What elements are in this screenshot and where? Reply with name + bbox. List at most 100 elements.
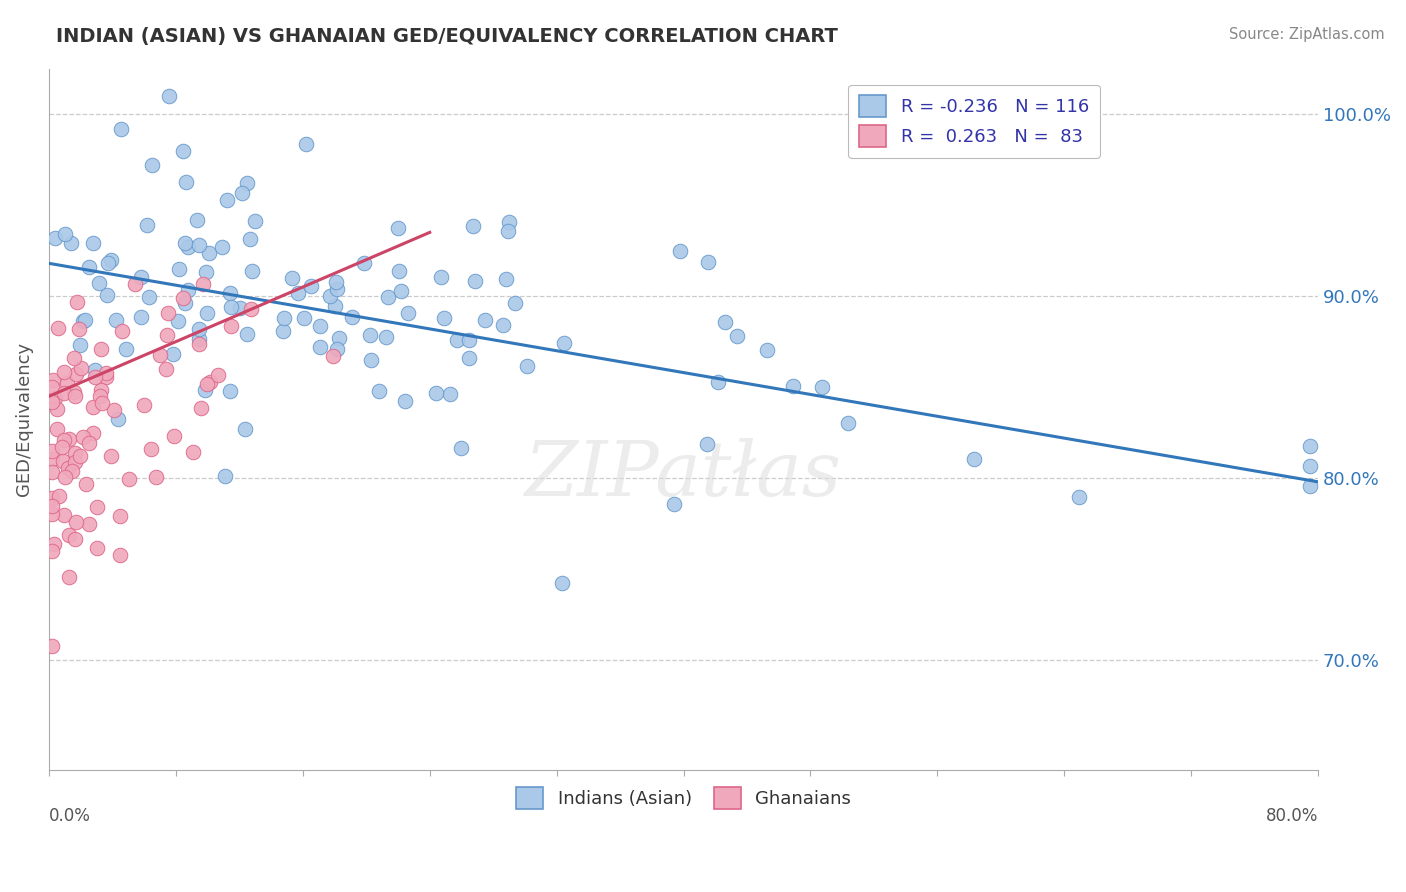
Point (553, 335, 575, 350)
Point (58, 570, 80, 584)
Point (115, 343, 138, 357)
Point (52, 453, 75, 467)
Point (45, 402, 67, 417)
Point (309, 340, 332, 354)
Point (963, 452, 986, 467)
Point (188, 322, 211, 336)
Point (328, 331, 350, 345)
Point (48, 489, 70, 503)
Point (359, 327, 381, 342)
Point (516, 359, 538, 374)
Point (66, 295, 89, 310)
Point (41, 452, 63, 467)
Point (187, 238, 209, 252)
Point (186, 212, 208, 227)
Point (82, 426, 104, 441)
Point (387, 220, 409, 235)
Point (41, 380, 63, 394)
Point (41, 443, 63, 458)
Point (104, 313, 127, 327)
Point (82, 400, 104, 414)
Point (46, 321, 69, 335)
Point (319, 289, 342, 303)
Point (94, 367, 117, 381)
Point (59, 236, 82, 251)
Point (156, 328, 179, 343)
Point (167, 313, 190, 327)
Point (375, 330, 398, 344)
Y-axis label: GED/Equivalency: GED/Equivalency (15, 342, 32, 496)
Point (551, 576, 574, 591)
Point (41, 499, 63, 513)
Point (811, 380, 834, 394)
Point (214, 469, 236, 483)
Point (1299, 479, 1322, 493)
Point (292, 310, 315, 325)
Point (103, 402, 125, 417)
Point (63, 384, 86, 399)
Point (1299, 439, 1322, 453)
Point (243, 214, 266, 228)
Point (198, 245, 221, 260)
Point (325, 275, 347, 289)
Point (91, 395, 114, 409)
Point (183, 445, 205, 459)
Point (131, 310, 153, 324)
Point (367, 384, 389, 398)
Point (668, 244, 690, 258)
Point (55, 376, 77, 390)
Point (458, 333, 481, 347)
Point (496, 225, 519, 239)
Point (503, 296, 526, 310)
Point (295, 136, 318, 151)
Point (172, 291, 194, 305)
Point (197, 376, 219, 391)
Point (176, 283, 198, 297)
Point (194, 383, 217, 397)
Point (439, 387, 461, 401)
Point (195, 265, 218, 279)
Point (215, 193, 238, 207)
Point (53, 365, 76, 379)
Point (211, 240, 233, 254)
Text: 0.0%: 0.0% (49, 806, 91, 824)
Point (107, 412, 129, 426)
Point (82, 235, 104, 250)
Point (287, 286, 309, 301)
Point (231, 186, 253, 200)
Point (388, 264, 411, 278)
Point (136, 219, 159, 233)
Point (433, 310, 456, 325)
Point (174, 175, 197, 189)
Point (396, 306, 419, 320)
Point (325, 282, 347, 296)
Point (42, 373, 65, 387)
Point (75, 476, 97, 491)
Point (446, 334, 468, 348)
Point (157, 88, 180, 103)
Point (97, 256, 120, 270)
Point (463, 219, 485, 234)
Point (188, 332, 211, 346)
Point (233, 422, 256, 436)
Point (53, 227, 76, 241)
Legend: Indians (Asian), Ghanaians: Indians (Asian), Ghanaians (509, 780, 858, 816)
Point (172, 144, 194, 158)
Point (360, 352, 382, 367)
Point (89, 389, 111, 403)
Point (191, 277, 214, 292)
Point (53, 470, 76, 484)
Point (697, 255, 720, 269)
Point (195, 306, 218, 320)
Point (1067, 490, 1090, 504)
Point (139, 442, 162, 456)
Text: 80.0%: 80.0% (1265, 806, 1319, 824)
Point (65, 533, 87, 547)
Point (58, 528, 80, 542)
Point (389, 284, 412, 298)
Point (236, 176, 259, 190)
Point (219, 300, 242, 314)
Point (145, 470, 167, 484)
Text: ZIPatłas: ZIPatłas (524, 438, 842, 512)
Point (129, 270, 152, 285)
